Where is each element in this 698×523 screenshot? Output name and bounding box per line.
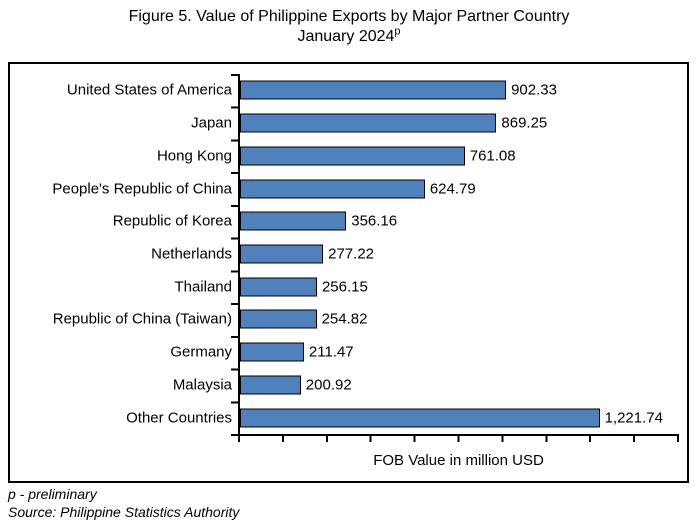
chart-title-line1: Figure 5. Value of Philippine Exports by… <box>128 8 570 25</box>
category-label: Japan <box>191 114 232 132</box>
bar <box>240 113 497 133</box>
bar <box>240 375 301 395</box>
value-axis-ticks <box>238 436 679 442</box>
value-label: 356.16 <box>351 212 398 230</box>
chart-title: Figure 5. Value of Philippine Exports by… <box>0 7 698 46</box>
preliminary-note: p - preliminary <box>8 486 97 502</box>
category-label: Malaysia <box>172 376 232 394</box>
value-label: 624.79 <box>429 180 476 198</box>
bar <box>240 309 317 329</box>
chart-area: United States of America 902.33 Japan 86… <box>10 64 687 481</box>
bar <box>240 244 324 264</box>
source-note: Source: Philippine Statistics Authority <box>8 503 240 520</box>
chart-bar-row: Japan 869.25 <box>10 107 687 140</box>
value-label: 869.25 <box>501 114 548 132</box>
bar <box>240 211 347 231</box>
category-label: Other Countries <box>126 409 232 427</box>
bar <box>240 277 317 297</box>
footnotes: p - preliminary Source: Philippine Stati… <box>8 486 239 521</box>
bar <box>240 408 600 428</box>
bar <box>240 146 465 166</box>
value-axis-line <box>238 434 679 436</box>
chart-bar-row: Republic of China (Taiwan) 254.82 <box>10 303 687 336</box>
category-label: Germany <box>170 343 232 361</box>
value-label: 902.33 <box>511 81 557 99</box>
bar <box>240 179 425 199</box>
category-label: Republic of Korea <box>112 212 232 230</box>
chart-bar-row: Hong Kong 761.08 <box>10 139 687 172</box>
chart-bar-row: Thailand 256.15 <box>10 270 687 303</box>
chart-bar-row: Netherlands 277.22 <box>10 238 687 271</box>
bar <box>240 80 507 100</box>
chart-bar-row: Germany 211.47 <box>10 336 687 369</box>
value-label: 254.82 <box>321 310 368 328</box>
category-label: United States of America <box>66 81 232 99</box>
chart-bar-row: Malaysia 200.92 <box>10 369 687 402</box>
category-label: People's Republic of China <box>52 180 232 198</box>
chart-title-line2: January 2024 <box>297 27 395 45</box>
category-axis-line <box>238 74 240 436</box>
chart-bar-row: People's Republic of China 624.79 <box>10 172 687 205</box>
chart-bar-row: United States of America 902.33 <box>10 74 687 107</box>
category-label: Netherlands <box>151 245 232 263</box>
value-label: 761.08 <box>469 147 516 165</box>
plot-rows: United States of America 902.33 Japan 86… <box>10 74 687 434</box>
value-label: 1,221.74 <box>604 409 663 427</box>
category-axis-ticks <box>231 74 238 436</box>
category-label: Hong Kong <box>156 147 232 165</box>
value-label: 256.15 <box>321 278 368 296</box>
category-label: Republic of China (Taiwan) <box>52 310 232 328</box>
preliminary-superscript: p <box>394 25 401 38</box>
chart-bar-row: Republic of Korea 356.16 <box>10 205 687 238</box>
chart-plot-border: United States of America 902.33 Japan 86… <box>8 62 689 483</box>
category-label: Thailand <box>174 278 232 296</box>
value-label: 200.92 <box>305 376 352 394</box>
chart-bar-row: Other Countries 1,221.74 <box>10 401 687 434</box>
bar <box>240 342 304 362</box>
value-label: 277.22 <box>328 245 375 263</box>
value-label: 211.47 <box>308 343 354 361</box>
value-axis-title: FOB Value in million USD <box>373 452 544 469</box>
